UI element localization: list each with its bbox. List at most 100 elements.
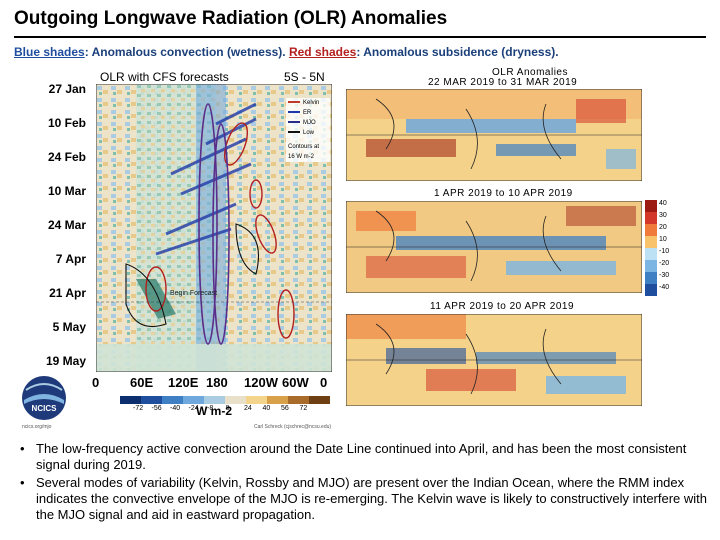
- date-tick-label: 19 May: [45, 354, 86, 368]
- colorbar-swatch: [204, 396, 226, 404]
- olr-colorbar-swatch: [645, 272, 657, 285]
- date-tick-label: 24 Feb: [47, 150, 86, 164]
- olr-colorbar-tick-label: -40: [659, 284, 670, 291]
- olr-colorbar-swatch: [645, 248, 657, 261]
- colorbar-swatch: [267, 396, 289, 404]
- colorbar-swatch: [288, 396, 310, 404]
- date-tick-label: 5 May: [52, 320, 86, 334]
- olr-colorbar-tick-label: 10: [659, 236, 667, 243]
- legend-item: Kelvin: [288, 98, 334, 108]
- olr-colorbar-tick-label: -30: [659, 272, 670, 279]
- map-period-1: 22 MAR 2019 to 31 MAR 2019: [428, 77, 578, 88]
- date-tick-label: 10 Feb: [47, 116, 86, 130]
- low-frequency-contours: [125, 223, 260, 328]
- subtitle-blue-label: Blue shades: [14, 45, 85, 59]
- page-title: Outgoing Longwave Radiation (OLR) Anomal…: [14, 8, 448, 29]
- olr-map-3: [346, 314, 642, 406]
- date-tick-label: 21 Apr: [49, 286, 86, 300]
- date-tick-label: 27 Jan: [48, 82, 86, 96]
- legend-swatch: [288, 111, 300, 114]
- colorbar-tick-label: 8: [225, 405, 230, 412]
- dateline-convection-band: [196, 84, 226, 372]
- olr-colorbar: [645, 200, 657, 296]
- subtitle-red-text: : Anomalous subsidence (dryness).: [356, 45, 559, 59]
- colorbar-tick-label: 40: [262, 405, 271, 412]
- summary-bullet: • The low-frequency active convection aro…: [18, 441, 708, 473]
- longitude-tick-label: 60E: [130, 375, 154, 390]
- date-tick-label: 7 Apr: [55, 252, 86, 266]
- colorbar-tick-label: -40: [170, 405, 181, 412]
- hovmoller-colorbar: [120, 396, 330, 404]
- legend-swatch: [288, 101, 300, 104]
- longitude-tick-label: 120W: [244, 375, 278, 390]
- legend-item: ER: [288, 108, 334, 118]
- hovmoller-region: 5S - 5N: [284, 70, 325, 84]
- legend-label: Low: [303, 130, 315, 136]
- colorbar-tick-label: -24: [188, 405, 199, 412]
- olr-colorbar-swatch: [645, 212, 657, 225]
- olr-colorbar-swatch: [645, 200, 657, 213]
- olr-map-2: [346, 201, 642, 293]
- colorbar-tick-label: -56: [151, 405, 162, 412]
- contour-note-2: 16 W m-2: [288, 154, 315, 160]
- colorbar-units: W m-2: [196, 404, 232, 418]
- olr-colorbar-tick-label: 40: [659, 200, 667, 207]
- colorbar-swatch: [246, 396, 268, 404]
- olr-colorbar-tick-label: -20: [659, 260, 670, 267]
- longitude-tick-label: 120E: [168, 375, 199, 390]
- hovmoller-legend: Kelvin ER MJO Low Contours at 16 W m-2: [288, 98, 334, 162]
- longitude-tick-label: 0: [92, 375, 100, 390]
- longitude-tick-label: 0: [320, 375, 328, 390]
- olr-colorbar-swatch: [645, 224, 657, 237]
- longitude-tick-label: 60W: [282, 375, 309, 390]
- bullet-text: Several modes of variability (Kelvin, Ro…: [36, 475, 708, 522]
- colorbar-tick-label: 56: [281, 405, 289, 412]
- bullet-dot: •: [20, 475, 25, 490]
- legend-label: MJO: [303, 120, 316, 126]
- contour-note-1: Contours at: [288, 144, 320, 150]
- colorbar-swatch: [120, 396, 142, 404]
- colorbar-tick-label: -72: [133, 405, 144, 412]
- legend-item: Low: [288, 128, 334, 138]
- olr-colorbar-tick-label: 30: [659, 212, 667, 219]
- subtitle-blue-text: : Anomalous convection (wetness).: [84, 45, 289, 59]
- colorbar-swatch: [141, 396, 163, 404]
- title-divider: [14, 36, 706, 38]
- longitude-tick-label: 180: [206, 375, 228, 390]
- colorbar-tick-label: -8: [207, 405, 214, 412]
- olr-colorbar-swatch: [645, 284, 657, 296]
- olr-colorbar-swatch: [645, 260, 657, 273]
- colorbar-swatch: [309, 396, 330, 404]
- er-wave-contours: [145, 122, 295, 339]
- subtitle-red-label: Red shades: [288, 45, 357, 59]
- summary-bullets: • The low-frequency active convection aro…: [18, 441, 708, 525]
- begin-forecast-label: Begin Forecast: [170, 290, 218, 297]
- colorbar-swatch: [183, 396, 205, 404]
- legend-backdrop: [286, 98, 330, 162]
- map-period-3: 11 APR 2019 to 20 APR 2019: [430, 301, 575, 312]
- bullet-text: The low-frequency active convection arou…: [36, 441, 687, 472]
- summary-bullet: • Several modes of variability (Kelvin, R…: [18, 475, 708, 523]
- legend-swatch: [288, 121, 300, 124]
- map-period-2: 1 APR 2019 to 10 APR 2019: [434, 188, 573, 199]
- legend-label: Kelvin: [303, 100, 320, 106]
- colorbar-tick-label: 24: [244, 405, 252, 412]
- ncics-logo: NCICS: [22, 376, 66, 420]
- olr-maps-label: OLR Anomalies: [492, 67, 568, 78]
- hovmoller-plot: [96, 84, 332, 372]
- hovmoller-title: OLR with CFS forecasts: [100, 70, 229, 84]
- olr-colorbar-swatch: [645, 236, 657, 249]
- date-tick-label: 10 Mar: [47, 184, 86, 198]
- date-tick-label: 24 Mar: [47, 218, 86, 232]
- ncics-url: ncics.org/mjo: [22, 424, 52, 430]
- subtitle: Blue shades: Anomalous convection (wetne…: [14, 45, 559, 59]
- olr-map-1: [346, 89, 642, 181]
- colorbar-swatch: [162, 396, 184, 404]
- colorbar-tick-label: 72: [299, 405, 308, 412]
- legend-label: ER: [303, 110, 312, 116]
- mjo-contours: [198, 103, 230, 345]
- forecast-region: [96, 344, 332, 372]
- olr-colorbar-tick-label: -10: [659, 248, 670, 255]
- ncics-logo-text: NCICS: [32, 404, 58, 413]
- legend-item: MJO: [288, 118, 334, 128]
